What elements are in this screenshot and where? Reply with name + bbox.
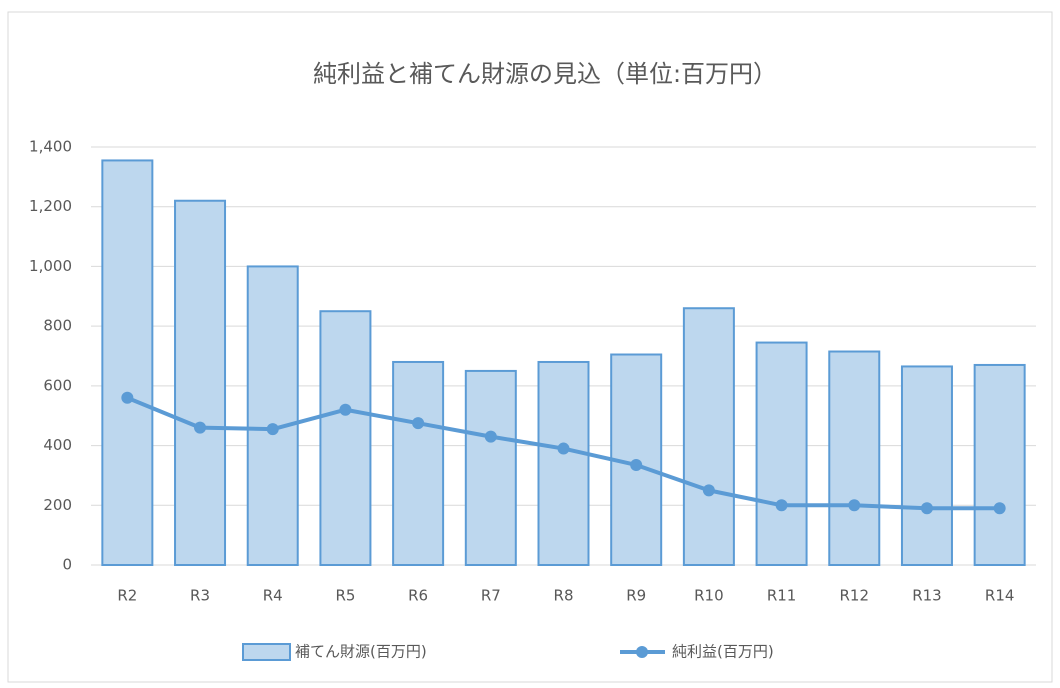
x-tick-label: R2: [117, 587, 137, 605]
bar: [464, 369, 517, 566]
line-marker: [630, 458, 643, 471]
x-tick-label: R11: [767, 587, 797, 605]
y-tick-label: 0: [62, 556, 72, 574]
bar: [755, 341, 808, 567]
x-tick-label: R10: [694, 587, 724, 605]
y-tick-label: 400: [43, 436, 72, 454]
bar: [610, 353, 663, 566]
bar: [828, 350, 881, 566]
y-tick-label: 200: [43, 496, 72, 514]
bar: [174, 199, 227, 566]
y-tick-label: 800: [43, 317, 72, 335]
legend-label: 純利益(百万円): [672, 643, 774, 661]
bar: [392, 360, 445, 566]
line-marker: [194, 421, 207, 434]
line-marker: [702, 484, 715, 497]
x-tick-label: R13: [912, 587, 942, 605]
line-marker: [557, 442, 570, 455]
x-tick-label: R12: [840, 587, 870, 605]
y-tick-label: 1,200: [29, 197, 72, 215]
bar: [319, 310, 372, 567]
chart-title: 純利益と補てん財源の見込（単位:百万円）: [313, 60, 777, 88]
legend-label: 補てん財源(百万円): [295, 643, 427, 661]
legend-swatch: [242, 643, 291, 661]
x-tick-label: R14: [985, 587, 1015, 605]
line-marker: [121, 391, 134, 404]
bar: [246, 265, 299, 566]
line-marker: [412, 417, 425, 430]
line-marker: [339, 403, 352, 416]
chart-border: [7, 11, 1053, 683]
line-marker: [775, 499, 788, 512]
bar: [101, 159, 154, 567]
bar: [973, 363, 1026, 567]
line-marker: [484, 430, 497, 443]
x-tick-label: R5: [335, 587, 355, 605]
x-tick-label: R8: [554, 587, 574, 605]
y-tick-label: 600: [43, 376, 72, 394]
x-tick-label: R9: [626, 587, 646, 605]
legend-marker: [636, 646, 648, 658]
bar: [537, 360, 590, 566]
x-tick-label: R6: [408, 587, 428, 605]
y-tick-label: 1,400: [29, 138, 72, 156]
x-tick-label: R4: [263, 587, 283, 605]
bar: [900, 365, 953, 567]
line-marker: [848, 499, 861, 512]
line-marker: [920, 502, 933, 515]
x-tick-label: R7: [481, 587, 501, 605]
line-marker: [266, 423, 279, 436]
line-marker: [993, 502, 1006, 515]
x-tick-label: R3: [190, 587, 210, 605]
bar: [682, 307, 735, 566]
y-tick-label: 1,000: [29, 257, 72, 275]
